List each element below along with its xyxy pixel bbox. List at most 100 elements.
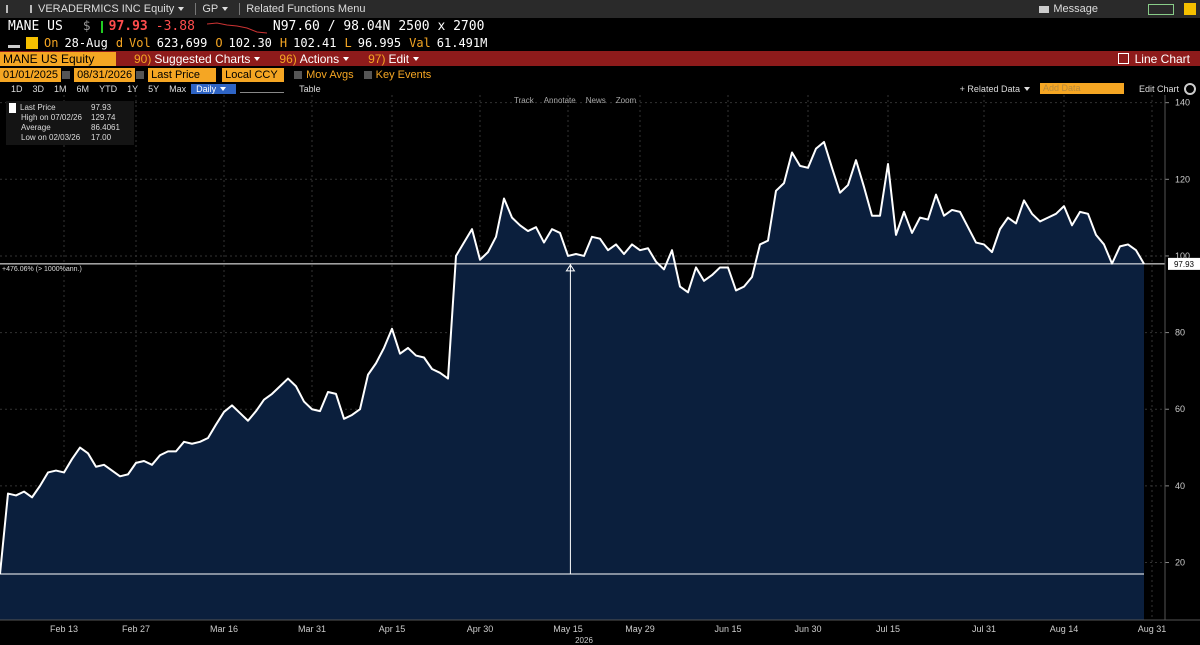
add-data[interactable]: Add Data	[1039, 83, 1124, 94]
menu-items: 90) Suggested Charts 96) Actions 97) Edit	[120, 52, 424, 66]
stat-value: 102.30	[228, 36, 272, 50]
table-button[interactable]: Table	[299, 83, 321, 94]
security-menu[interactable]: VERADERMICS INC Equity	[38, 3, 175, 15]
last-price-box	[1168, 257, 1200, 270]
period-button[interactable]: 1D	[11, 83, 23, 94]
line	[0, 140, 1145, 575]
calendar[interactable]	[62, 70, 71, 79]
window-icons[interactable]	[1148, 3, 1174, 15]
settings-icon[interactable]	[1184, 82, 1196, 95]
stat-value: 623,699	[156, 36, 208, 50]
title-bar: VERADERMICS INC Equity GP Related Functi…	[0, 0, 1200, 18]
menu-label: Actions	[299, 51, 340, 66]
stat-label: O	[215, 36, 223, 50]
size: 2500 x 2700	[398, 19, 485, 34]
related-data-label: + Related Data	[959, 83, 1020, 94]
x-tick-label: Apr 15	[379, 624, 406, 634]
period-button[interactable]: 1Y	[127, 83, 139, 94]
y-tick-label: 100	[1175, 251, 1190, 261]
legend-label: Last Price	[9, 103, 56, 113]
frequency-select[interactable]: Daily	[191, 83, 237, 94]
x-tick-label: Jun 30	[794, 624, 821, 634]
legend-entry: Low on 02/03/26 17.00	[9, 133, 131, 143]
chart: 20 40 60 80 100 120 140 Feb 13 Feb 27 Mar 16 Mar 3…	[0, 95, 1200, 645]
legend-value: 129.74	[91, 113, 116, 122]
option-checkbox[interactable]	[363, 70, 372, 79]
stats-bar: On 28-Aug d Vol 623,699 O 102.30 H 102.41 L 96.995…	[0, 35, 1200, 51]
field-select[interactable]: Last Price	[148, 67, 217, 82]
option-label[interactable]: Mov Avgs	[306, 68, 354, 81]
function-menu[interactable]: GP	[202, 3, 219, 15]
help-icon[interactable]	[1184, 3, 1196, 15]
x-tick-label: Aug 14	[1050, 624, 1079, 634]
related-data[interactable]: + Related Data	[955, 84, 1040, 94]
settings-bar: 01/01/2025 08/31/2026 Last Price Local C…	[0, 67, 1200, 82]
currency-select[interactable]: Local CCY	[222, 67, 285, 82]
stat-value: 96.995	[357, 36, 402, 50]
caret	[254, 57, 261, 62]
caret	[220, 87, 227, 92]
menu-item[interactable]: 96) Actions	[279, 52, 354, 66]
legend-value: 17.00	[91, 133, 112, 142]
tool-button[interactable]: Annotate	[543, 96, 576, 105]
stat-label: d	[115, 36, 124, 50]
year-label: 2026	[575, 636, 593, 645]
calendar[interactable]	[136, 70, 145, 79]
period-button[interactable]: 6M	[76, 83, 90, 94]
sparkline	[206, 21, 267, 33]
chart-type-icons[interactable]	[240, 84, 285, 93]
stat-label: On	[44, 36, 59, 50]
caret	[1023, 87, 1030, 92]
period-button[interactable]: Max	[169, 83, 187, 94]
nav-arrows[interactable]	[6, 5, 32, 13]
end-date[interactable]: 08/31/2026	[74, 67, 136, 82]
x-tick-label: Mar 16	[210, 624, 238, 634]
last-price: 97.93	[108, 19, 148, 34]
period-button[interactable]: YTD	[99, 83, 118, 94]
start-date[interactable]: 01/01/2025	[0, 67, 62, 82]
x-tick-label: Apr 30	[467, 624, 494, 634]
legend-label: Average	[21, 123, 51, 132]
currency: $	[82, 19, 91, 34]
range-marker-head	[565, 263, 576, 272]
tool-button[interactable]: Zoom	[615, 96, 637, 105]
security-input[interactable]: MANE US Equity	[0, 51, 116, 66]
caret	[413, 57, 420, 62]
legend-value: 86.4061	[91, 123, 120, 132]
tool-button[interactable]: Track	[514, 96, 534, 105]
legend-entry: Average 86.4061	[9, 123, 131, 133]
period-bar: 1D 3D 1M 6M YTD 1Y 5Y Max Daily Table + Related Da…	[0, 82, 1200, 95]
menu-item[interactable]: 90) Suggested Charts	[134, 52, 265, 66]
legend: Last Price 97.93 High on 07/02/26 129.74 Ave…	[6, 101, 134, 145]
message-icon	[1039, 5, 1050, 13]
y-tick-label: 120	[1175, 174, 1190, 184]
stat-value: 28-Aug	[64, 36, 108, 50]
menu-bar: MANE US Equity 90) Suggested Charts 96) Act…	[0, 51, 1200, 66]
tool-button[interactable]: News	[585, 96, 606, 105]
menu-label: Suggested Charts	[154, 51, 251, 66]
chart-name: Line Chart	[1134, 51, 1190, 66]
x-tick-label: May 29	[625, 624, 655, 634]
option-label[interactable]: Key Events	[375, 68, 432, 81]
menu-key: 96)	[279, 51, 297, 66]
alert-icon	[26, 37, 38, 49]
period-button[interactable]: 3D	[32, 83, 45, 94]
menu-item[interactable]: 97) Edit	[368, 52, 424, 66]
x-tick-label: Feb 27	[122, 624, 150, 634]
edit-chart[interactable]: Edit Chart	[1138, 83, 1179, 94]
y-tick-label: 80	[1175, 328, 1185, 338]
related-menu[interactable]: Related Functions Menu	[246, 3, 366, 15]
legend-entry: Last Price 97.93	[9, 103, 131, 113]
menu-key: 90)	[134, 51, 152, 66]
caret	[343, 57, 350, 62]
signal-icon	[8, 39, 20, 48]
stat-label: H	[279, 36, 288, 50]
x-tick-label: May 15	[553, 624, 583, 634]
period-button[interactable]: 5Y	[148, 83, 160, 94]
legend-label: High on 07/02/26	[21, 113, 82, 122]
message-button[interactable]: Message	[1053, 3, 1098, 15]
stat-label: L	[344, 36, 352, 50]
period-button[interactable]: 1M	[54, 83, 67, 94]
option-checkbox[interactable]	[294, 70, 303, 79]
